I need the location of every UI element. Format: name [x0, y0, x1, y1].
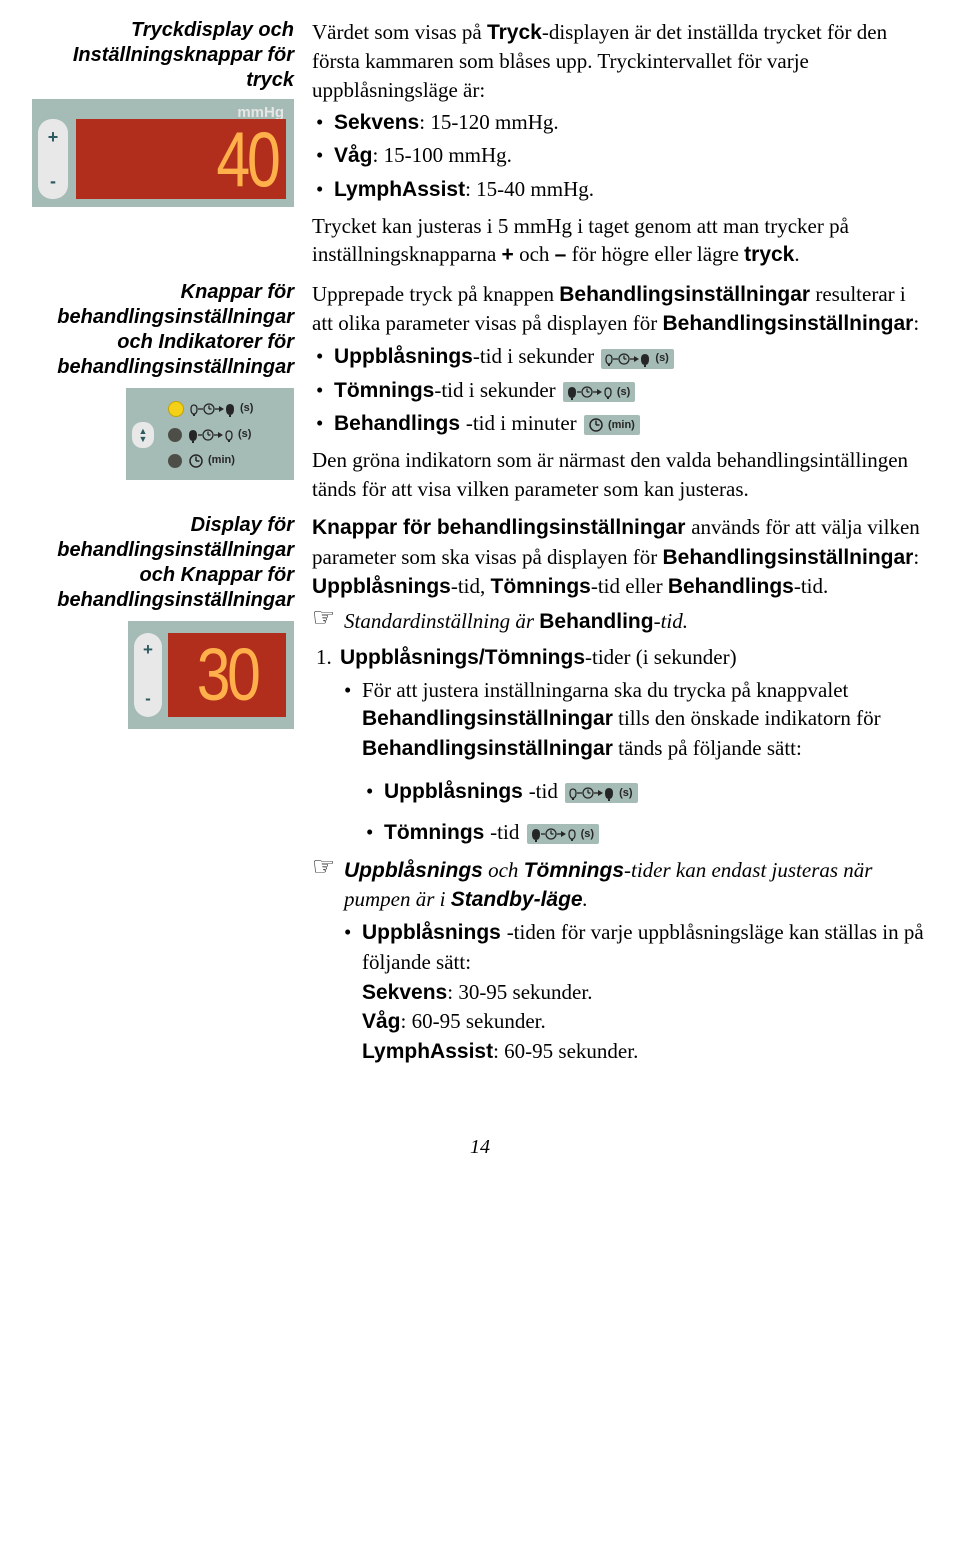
indicators-right-col: Upprepade tryck på knappen Behandlingsin…	[312, 280, 928, 503]
section-indicators: Knappar för behandlingsinställningar och…	[32, 280, 928, 503]
settings-value: 30	[197, 638, 258, 712]
settings-steps-list: 1. Uppblåsnings/Tömnings-tider (i sekund…	[312, 643, 928, 848]
indicator-row-deflate: ▲▼ (s)	[132, 422, 288, 448]
list-item: Uppblåsnings-tid i sekunder (s)	[312, 342, 928, 371]
settings-plus-button[interactable]: +	[143, 639, 153, 662]
range-line: Våg: 60-95 sekunder.	[362, 1007, 928, 1036]
indicator-row-time: (min)	[132, 448, 288, 474]
deflate-icon: (s)	[188, 425, 251, 445]
pressure-screen: 40	[76, 119, 286, 199]
settings-cycle-button[interactable]: ▲▼	[132, 422, 154, 448]
pressure-heading: Tryckdisplay och Inställningsknappar för…	[32, 18, 294, 93]
clock-icon: (min)	[584, 415, 640, 435]
indicator-panel: (s) ▲▼ (s) (min)	[126, 388, 294, 480]
pressure-minus-button[interactable]: -	[50, 169, 56, 193]
pointing-hand-icon: ☞	[312, 605, 344, 631]
indicators-para-1: Upprepade tryck på knappen Behandlingsin…	[312, 280, 928, 339]
list-item: Behandlings -tid i minuter (min)	[312, 409, 928, 438]
page-number: 14	[32, 1134, 928, 1161]
settings-adjust-buttons[interactable]: + -	[134, 633, 162, 717]
list-item: Uppblåsnings -tid (s)	[362, 777, 928, 806]
list-item: Uppblåsnings -tiden för varje uppblåsnin…	[340, 918, 928, 1066]
note-standby-only: ☞ Uppblåsnings och Tömnings-tider kan en…	[312, 856, 928, 915]
inflate-icon: (s)	[601, 349, 673, 369]
range-line: Sekvens: 30-95 sekunder.	[362, 978, 928, 1007]
indicators-list: Uppblåsnings-tid i sekunder (s) Tömnings…	[312, 342, 928, 438]
pressure-plus-button[interactable]: +	[48, 125, 59, 149]
pressure-para-1: Värdet som visas på Tryck-displayen är d…	[312, 18, 928, 104]
list-item: LymphAssist: 15-40 mmHg.	[312, 175, 928, 204]
indicators-para-2: Den gröna indikatorn som är närmast den …	[312, 446, 928, 503]
pressure-para-2: Trycket kan justeras i 5 mmHg i taget ge…	[312, 212, 928, 270]
pressure-range-list: Sekvens: 15-120 mmHg. Våg: 15-100 mmHg. …	[312, 108, 928, 204]
range-line: LymphAssist: 60-95 sekunder.	[362, 1037, 928, 1066]
list-item: Sekvens: 15-120 mmHg.	[312, 108, 928, 137]
list-item: Våg: 15-100 mmHg.	[312, 141, 928, 170]
list-item: För att justera inställningarna ska du t…	[340, 676, 928, 848]
step-1-modes: Uppblåsnings -tid (s) Tömnings -tid (s)	[362, 777, 928, 848]
settings-para-1: Knappar för behandlingsinställningar anv…	[312, 513, 928, 601]
section-pressure: Tryckdisplay och Inställningsknappar för…	[32, 18, 928, 270]
led-dark-icon	[168, 428, 182, 442]
deflate-icon: (s)	[527, 824, 599, 844]
step-1-sublist: För att justera inställningarna ska du t…	[340, 676, 928, 848]
indicator-row-inflate: (s)	[132, 396, 288, 422]
pressure-display-panel: mmHg + - 40	[32, 99, 294, 207]
pressure-right-col: Värdet som visas på Tryck-displayen är d…	[312, 18, 928, 270]
indicators-heading: Knappar för behandlingsinställningar och…	[32, 280, 294, 380]
note-default-setting: ☞ Standardinställning är Behandling-tid.	[312, 607, 928, 636]
pointing-hand-icon: ☞	[312, 854, 344, 880]
pressure-left-col: Tryckdisplay och Inställningsknappar för…	[32, 18, 312, 207]
list-item: Tömnings-tid i sekunder (s)	[312, 376, 928, 405]
list-item: Tömnings -tid (s)	[362, 818, 928, 847]
settings-right-col: Knappar för behandlingsinställningar anv…	[312, 513, 928, 1074]
settings-minus-button[interactable]: -	[145, 688, 151, 711]
led-yellow-icon	[168, 401, 184, 417]
deflate-icon: (s)	[563, 382, 635, 402]
pressure-value: 40	[217, 120, 278, 198]
step-1: 1. Uppblåsnings/Tömnings-tider (i sekund…	[312, 643, 928, 848]
step-1-ranges: Uppblåsnings -tiden för varje uppblåsnin…	[340, 918, 928, 1066]
settings-heading: Display för behandlingsinställningar och…	[32, 513, 294, 613]
settings-left-col: Display för behandlingsinställningar och…	[32, 513, 312, 729]
indicators-left-col: Knappar för behandlingsinställningar och…	[32, 280, 312, 480]
clock-icon: (min)	[188, 451, 235, 471]
inflate-icon: (s)	[190, 399, 253, 419]
led-dark-icon	[168, 454, 182, 468]
settings-screen: 30	[168, 633, 286, 717]
step-1-ranges-wrapper: Uppblåsnings -tiden för varje uppblåsnin…	[312, 918, 928, 1066]
inflate-icon: (s)	[565, 783, 637, 803]
pressure-adjust-buttons[interactable]: + -	[38, 119, 68, 199]
section-settings: Display för behandlingsinställningar och…	[32, 513, 928, 1074]
settings-display-panel: + - 30	[128, 621, 294, 729]
